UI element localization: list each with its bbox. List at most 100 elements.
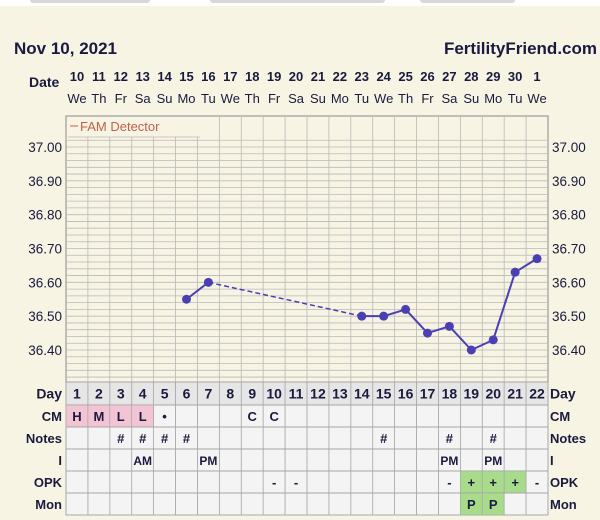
highlight-cell [460,493,483,515]
cell-cm: M [93,409,104,424]
temperature-point [510,267,520,277]
cell-day: 15 [376,386,392,402]
date-number: 27 [442,69,456,84]
cell-notes: # [490,431,498,446]
row-label-right-intercourse: I [550,453,554,468]
temperature-point [488,335,498,345]
date-number: 1 [533,69,540,84]
highlight-cell [66,405,88,427]
y-tick-right: 37.00 [552,140,586,155]
cell-intercourse: AM [133,454,152,468]
cell-opk: + [511,475,519,490]
date-number: 21 [311,69,325,84]
weekday-label: Sa [288,91,305,106]
cell-day: 3 [117,386,125,402]
highlight-cell [109,405,132,427]
cell-day: 4 [139,386,147,402]
cell-cm: H [72,409,81,424]
date-row-label: Date [29,74,60,90]
temperature-point [357,311,367,321]
cell-day: 10 [266,386,282,402]
date-number: 23 [355,69,369,84]
toolbar-tab[interactable] [420,0,515,3]
row-label-left-mon: Mon [35,497,62,512]
y-tick-left: 36.60 [28,275,62,290]
date-number: 30 [508,69,522,84]
temperature-point [466,345,476,355]
table-cell [525,492,549,516]
y-tick-right: 36.80 [552,208,586,223]
legend-background [67,117,201,137]
y-tick-left: 37.00 [28,140,62,155]
weekday-label: We [374,91,393,106]
cell-opk: - [272,475,276,490]
weekday-label: Su [463,91,479,106]
row-label-right-notes: Notes [550,431,586,446]
date-number: 10 [70,69,84,84]
toolbar-tab[interactable] [30,0,150,3]
cell-day: 20 [485,386,501,402]
highlight-cell [460,471,483,493]
highlight-cell [504,471,527,493]
y-tick-right: 36.60 [552,275,586,290]
weekday-label: Sa [135,91,152,106]
weekday-label: Tu [354,91,369,106]
weekday-label: Su [157,91,173,106]
cell-day: 17 [420,386,436,402]
weekday-label: Mo [331,91,349,106]
temperature-point [379,311,389,321]
cell-day: 11 [289,386,304,402]
date-number: 19 [267,69,281,84]
row-label-right-cm: CM [550,409,570,424]
cell-intercourse: PM [199,454,217,468]
weekday-label: Tu [508,91,523,106]
cell-cm: C [248,409,258,424]
date-number: 26 [420,69,434,84]
cell-opk: - [535,475,539,490]
weekday-label: Mo [484,91,502,106]
date-number: 16 [201,69,215,84]
row-label-left-cm: CM [42,409,62,424]
series-segment [404,308,429,334]
cell-day: 2 [95,386,103,402]
cell-cm: C [269,409,279,424]
chart-date: Nov 10, 2021 [14,39,117,58]
row-label-left-day: Day [36,386,62,402]
legend-label: FAM Detector [80,119,160,134]
top-toolbar-strip [0,0,600,6]
highlight-cell [131,405,154,427]
cell-notes: # [446,431,454,446]
weekday-label: Sa [441,91,458,106]
date-number: 11 [92,69,106,84]
cell-day: 8 [226,386,234,402]
cell-opk: + [489,475,497,490]
row-label-left-intercourse: I [58,453,62,468]
temperature-point [203,277,213,287]
date-number: 29 [486,69,500,84]
cell-day: 18 [442,386,458,402]
row-label-left-opk: OPK [34,475,63,490]
series-segment [448,325,473,351]
temperature-point [444,321,454,331]
date-number: 15 [179,69,193,84]
site-name: FertilityFriend.com [444,39,597,58]
date-number: 22 [333,69,347,84]
toolbar-tab[interactable] [210,0,385,3]
weekday-label: Tu [201,91,216,106]
y-tick-left: 36.50 [28,309,62,324]
cell-opk: - [294,475,298,490]
temperature-plot: FAM Detector 37.00 37.00 36.90 36.90 36.80 36.… [28,115,586,383]
series-segment [492,271,517,341]
temperature-point [532,254,542,264]
row-label-left-notes: Notes [26,431,62,446]
weekday-label: Th [245,91,260,106]
weekday-label: Fr [268,91,281,106]
weekday-label: Mo [177,91,195,106]
date-number: 28 [464,69,478,84]
cell-intercourse: PM [484,454,502,468]
date-number: 25 [398,69,412,84]
cell-mon: P [467,497,476,512]
row-label-right-mon: Mon [550,497,577,512]
